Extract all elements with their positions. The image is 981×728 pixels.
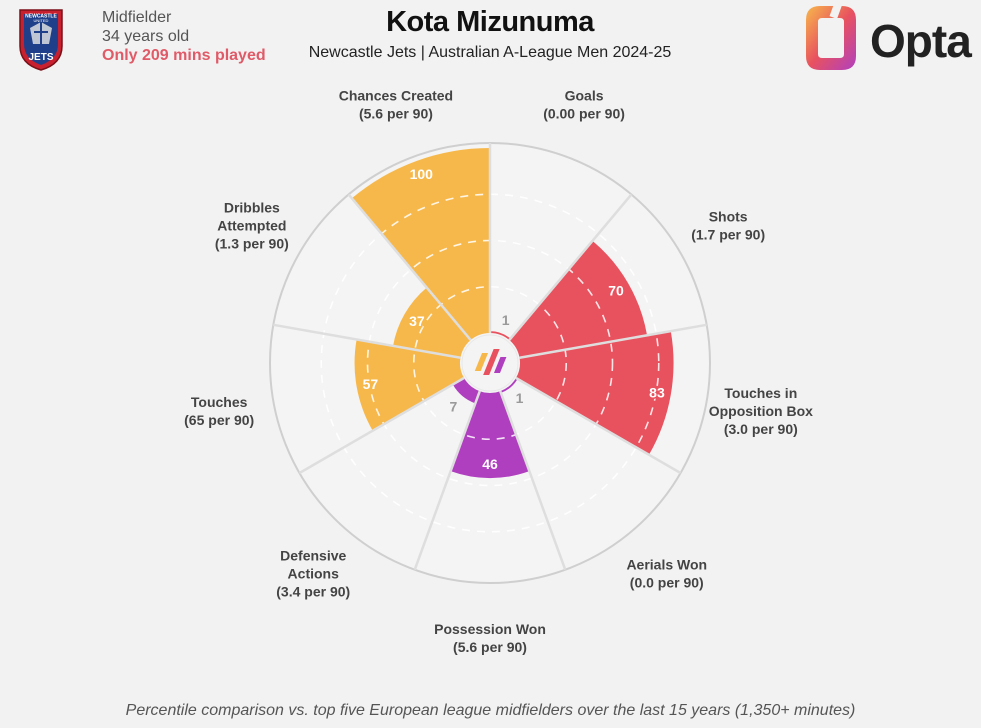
spoke [508, 193, 633, 341]
grid-ring-3 [320, 193, 660, 533]
label-aerials-won: Aerials Won (0.0 per 90) [626, 557, 707, 591]
label-touches: Touches (65 per 90) [184, 394, 254, 428]
value-touches: 57 [363, 376, 379, 392]
player-age: 34 years old [102, 28, 190, 45]
player-name: Kota Mizunuma [386, 6, 594, 38]
value-shots: 70 [608, 282, 624, 298]
crest-top-text: NEWCASTLE [25, 14, 57, 20]
wedge-touches [354, 339, 465, 431]
wedge-dribbles-attempted [393, 287, 471, 358]
footer-note: Percentile comparison vs. top five Europ… [125, 702, 856, 719]
label-goals: Goals (0.00 per 90) [543, 88, 625, 122]
value-touches-in-opposition-box: 83 [649, 384, 665, 400]
value-chances-created: 100 [410, 166, 434, 182]
wedge-shots [509, 240, 648, 358]
spoke [347, 193, 472, 341]
slot-aerials-won [500, 378, 677, 566]
label-dribbles-attempted: Dribbles Attempted (1.3 per 90) [215, 200, 289, 252]
label-defensive-actions: Defensive Actions (3.4 per 90) [276, 548, 350, 600]
opta-wordmark: Opta [870, 15, 972, 67]
wedge-aerials-won [500, 378, 518, 393]
spoke [298, 376, 465, 475]
minutes-warning: Only 209 mins played [102, 47, 266, 64]
label-touches-in-opposition-box: Touches in Opposition Box (3.0 per 90) [709, 385, 813, 437]
slot-goals [490, 148, 629, 341]
player-position: Midfielder [102, 9, 172, 26]
value-defensive-actions: 7 [449, 399, 457, 415]
title-block: Kota Mizunuma Newcastle Jets | Australia… [258, 4, 722, 62]
label-possession-won: Possession Won (5.6 per 90) [434, 621, 546, 655]
crest-bottom-text: JETS [28, 52, 53, 63]
value-possession-won: 46 [482, 456, 498, 472]
spoke [499, 390, 567, 571]
label-chances-created: Chances Created (5.6 per 90) [339, 88, 453, 122]
spoke [413, 390, 481, 571]
spoke [515, 376, 682, 475]
slot-defensive-actions [303, 378, 480, 566]
value-goals: 1 [502, 312, 510, 328]
wedge-possession-won [450, 391, 530, 479]
wedge-defensive-actions [452, 378, 480, 404]
grid-ring-1 [412, 285, 568, 441]
spoke [519, 323, 707, 360]
value-dribbles-attempted: 37 [409, 313, 425, 329]
slot-possession-won [416, 391, 564, 578]
player-info: Midfielder 34 years old Only 209 mins pl… [102, 8, 266, 65]
label-shots: Shots (1.7 per 90) [691, 209, 765, 243]
opta-logo: Opta [798, 2, 978, 74]
wedge-goals [490, 331, 511, 341]
team-league: Newcastle Jets | Australian A-League Men… [308, 44, 672, 61]
spoke [273, 323, 461, 360]
radar-chart: 1 70 83 1 46 7 57 37 100 Goals (0.00 per 90) Shots… [184, 88, 813, 655]
crest-mid-text: UNITED [34, 18, 49, 23]
center-logo [474, 349, 507, 375]
wedge-chances-created [351, 148, 490, 341]
value-aerials-won: 1 [516, 390, 524, 406]
team-crest: NEWCASTLE UNITED JETS [16, 6, 66, 72]
wedge-touches-in-opposition-box [515, 331, 674, 455]
